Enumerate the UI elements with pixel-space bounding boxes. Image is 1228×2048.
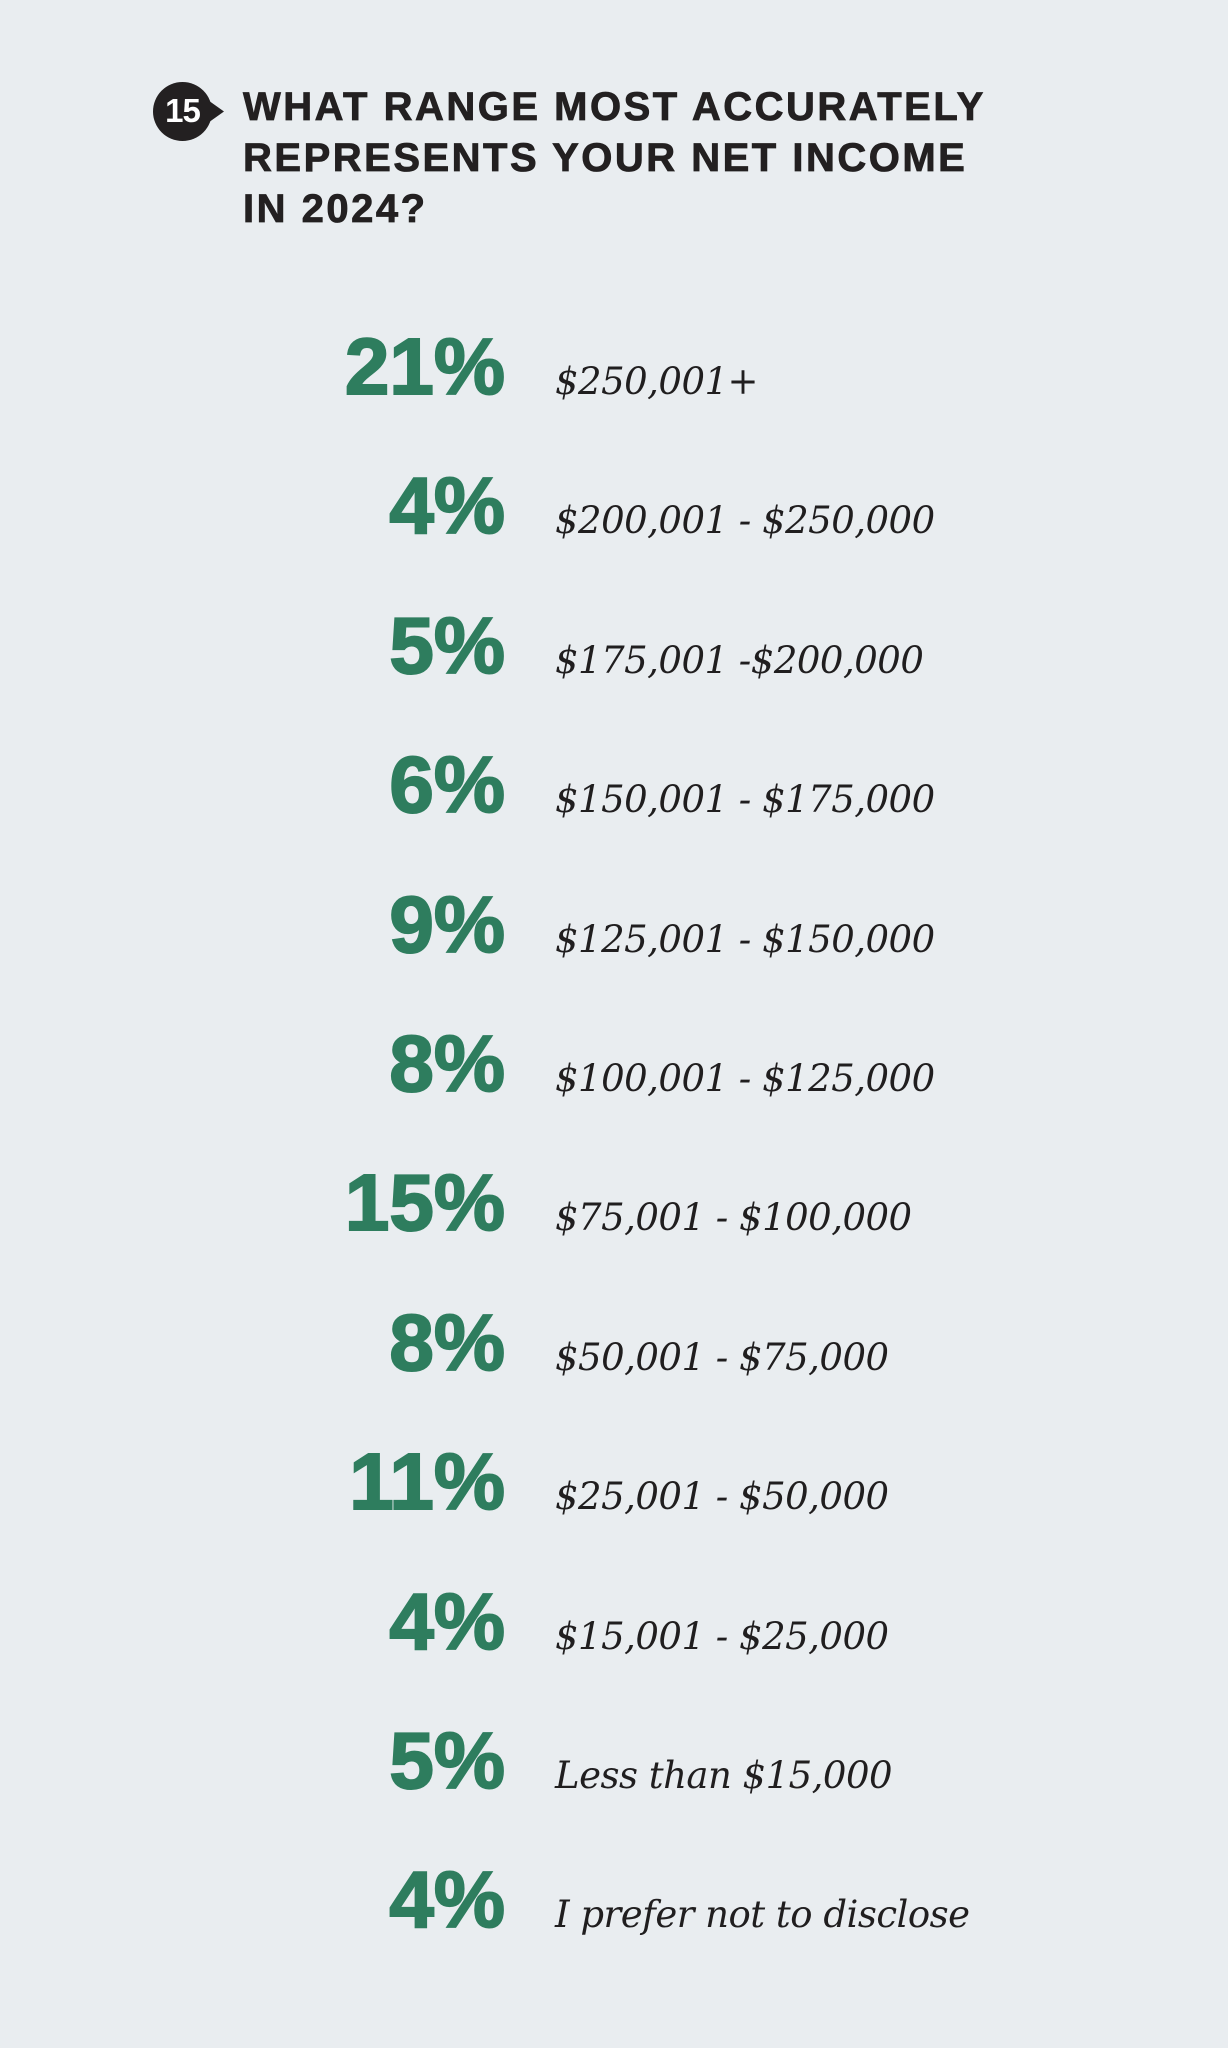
stat-percent: 4% (388, 1854, 506, 1945)
stat-row: 4% $15,001 - $25,000 (0, 1552, 1228, 1691)
stat-row: 15% $75,001 - $100,000 (0, 1133, 1228, 1272)
question-title-line-1: WHAT RANGE MOST ACCURATELY (243, 85, 986, 130)
question-number: 15 (165, 91, 201, 129)
question-title-line-2: REPRESENTS YOUR NET INCOME (243, 136, 968, 181)
stat-row: 21% $250,001+ (0, 297, 1228, 436)
stat-row: 11% $25,001 - $50,000 (0, 1412, 1228, 1551)
stat-row: 6% $150,001 - $175,000 (0, 715, 1228, 854)
stat-percent: 4% (388, 460, 506, 551)
stat-row: 4% $200,001 - $250,000 (0, 436, 1228, 575)
stat-range-label: $150,001 - $175,000 (555, 778, 935, 822)
stat-percent: 4% (388, 1576, 506, 1667)
stat-row: 4% I prefer not to disclose (0, 1830, 1228, 1969)
stat-percent: 11% (348, 1436, 506, 1527)
stat-row: 5% $175,001 -$200,000 (0, 576, 1228, 715)
stat-percent: 8% (388, 1018, 506, 1109)
stat-percent: 9% (388, 879, 506, 970)
stat-row: 5% Less than $15,000 (0, 1691, 1228, 1830)
question-header: 15 WHAT RANGE MOST ACCURATELY REPRESENTS… (153, 82, 986, 235)
stat-percent: 5% (388, 600, 506, 691)
question-number-badge: 15 (153, 82, 229, 142)
stat-range-label: $175,001 -$200,000 (555, 638, 924, 682)
question-title-line-3: IN 2024? (243, 187, 428, 232)
stat-row: 9% $125,001 - $150,000 (0, 855, 1228, 994)
speech-bubble-icon (153, 82, 224, 141)
stat-range-label: $25,001 - $50,000 (555, 1475, 889, 1519)
stat-range-label: $200,001 - $250,000 (555, 499, 935, 543)
stat-percent: 21% (344, 321, 506, 412)
stat-range-label: $75,001 - $100,000 (555, 1196, 912, 1240)
stat-row: 8% $100,001 - $125,000 (0, 994, 1228, 1133)
stat-percent: 15% (344, 1157, 506, 1248)
stat-range-label: $50,001 - $75,000 (555, 1335, 889, 1379)
stat-range-label: $250,001+ (555, 360, 759, 403)
stat-row: 8% $50,001 - $75,000 (0, 1273, 1228, 1412)
stat-percent: 5% (388, 1715, 506, 1806)
stat-percent: 8% (388, 1297, 506, 1388)
stat-percent: 6% (388, 739, 506, 830)
stat-range-label: I prefer not to disclose (555, 1893, 970, 1937)
question-title: WHAT RANGE MOST ACCURATELY REPRESENTS YO… (243, 82, 986, 235)
stat-range-label: $125,001 - $150,000 (555, 917, 935, 961)
stat-range-label: $100,001 - $125,000 (555, 1056, 935, 1100)
stat-range-label: $15,001 - $25,000 (555, 1614, 889, 1658)
results-list: 21% $250,001+ 4% $200,001 - $250,000 5% … (0, 297, 1228, 1970)
stat-range-label: Less than $15,000 (555, 1753, 893, 1797)
